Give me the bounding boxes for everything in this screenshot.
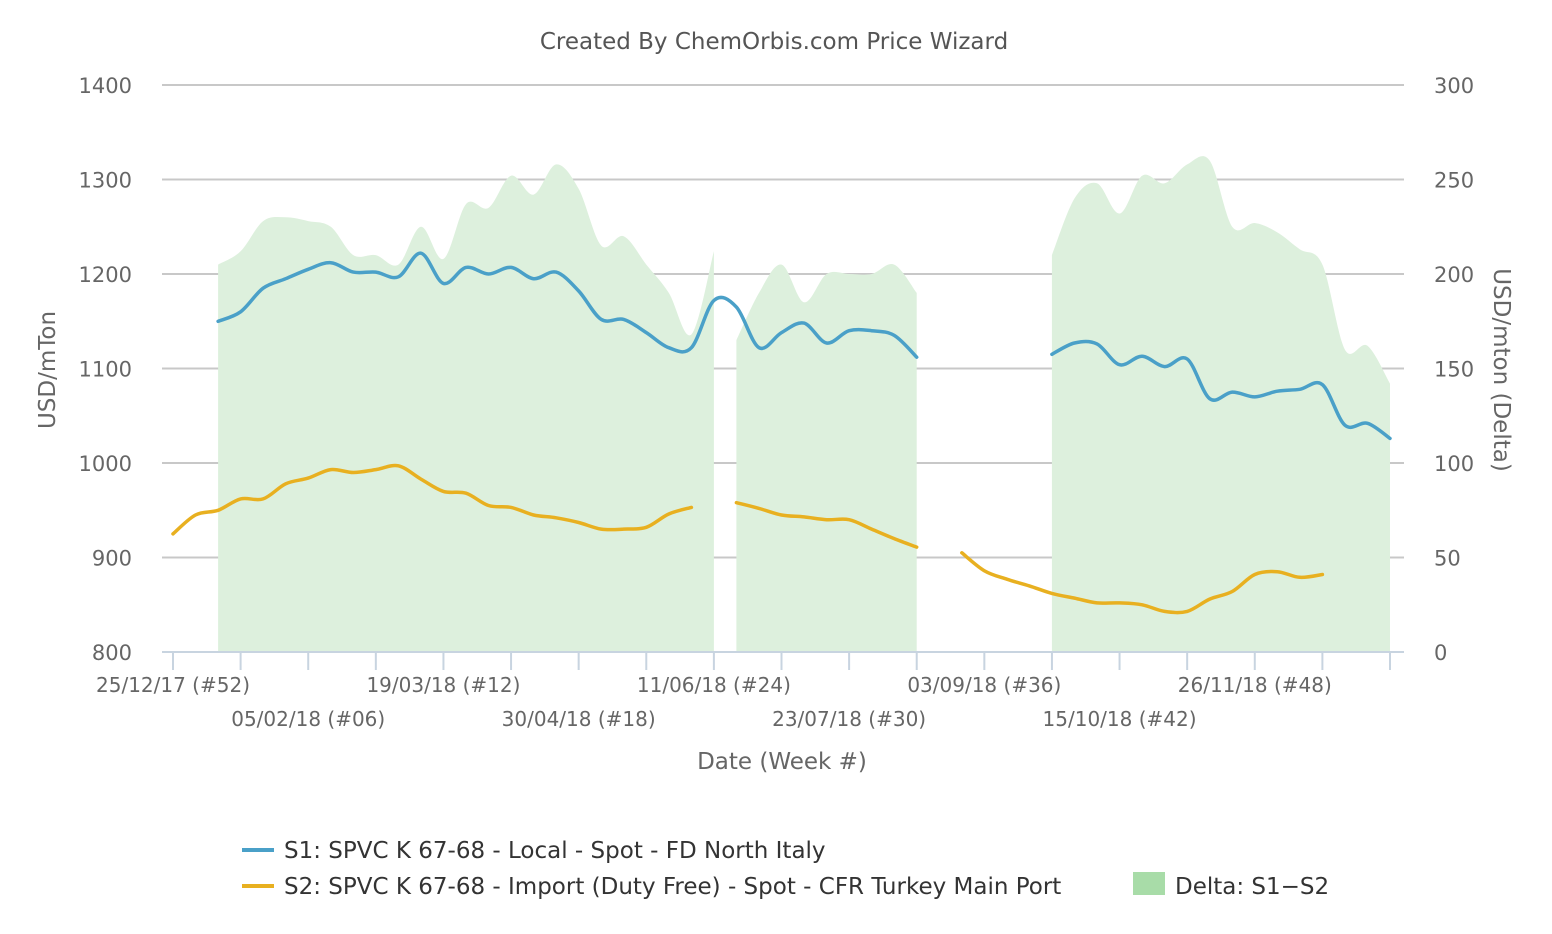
y-tick-right: 100 (1434, 452, 1474, 476)
legend-label-delta: Delta: S1−S2 (1175, 874, 1329, 900)
x-tick-label: 11/06/18 (#24) (637, 673, 791, 697)
s1-line-segment (1050, 339, 1392, 441)
legend-item-s2[interactable]: S2: SPVC K 67-68 - Import (Duty Free) - … (242, 874, 1061, 900)
x-tick-label: 30/04/18 (#18) (502, 707, 656, 731)
s2-line-segment (960, 551, 1325, 615)
y-tick-left: 900 (92, 547, 132, 571)
legend-label-s1: S1: SPVC K 67-68 - Local - Spot - FD Nor… (284, 838, 826, 864)
y-tick-right: 300 (1434, 74, 1474, 98)
x-axis (162, 651, 1404, 670)
s2-line-segment (734, 500, 919, 549)
legend-item-s1[interactable]: S1: SPVC K 67-68 - Local - Spot - FD Nor… (242, 838, 826, 864)
x-axis-title: Date (Week #) (697, 749, 867, 775)
y-tick-right: 200 (1434, 263, 1474, 287)
y-axis-right: 300 250 200 150 100 50 0 (1434, 74, 1474, 665)
y-axis-left: 1400 1300 1200 1100 1000 900 800 (79, 74, 132, 665)
y-tick-right: 0 (1434, 641, 1447, 665)
legend-swatch-delta (1133, 872, 1165, 895)
y-axis-right-title: USD/mton (Delta) (1488, 268, 1514, 472)
y-tick-left: 1300 (79, 169, 132, 193)
legend: S1: SPVC K 67-68 - Local - Spot - FD Nor… (242, 838, 1329, 900)
s1-line-segment (216, 251, 919, 359)
legend-item-delta[interactable]: Delta: S1−S2 (1133, 872, 1329, 900)
y-tick-right: 250 (1434, 169, 1474, 193)
y-tick-left: 800 (92, 641, 132, 665)
x-tick-labels: 25/12/17 (#52) 19/03/18 (#12) 11/06/18 (#2… (96, 673, 1332, 731)
x-tick-label: 26/11/18 (#48) (1178, 673, 1332, 697)
y-tick-left: 1100 (79, 358, 132, 382)
y-tick-left: 1000 (79, 452, 132, 476)
x-tick-label: 03/09/18 (#36) (907, 673, 1061, 697)
series-lines (171, 251, 1392, 615)
delta-area-segment (218, 164, 714, 653)
legend-label-s2: S2: SPVC K 67-68 - Import (Duty Free) - … (284, 874, 1061, 900)
s2-line-segment (171, 463, 694, 536)
y-tick-left: 1400 (79, 74, 132, 98)
delta-area (218, 156, 1390, 653)
x-tick-label: 25/12/17 (#52) (96, 673, 250, 697)
delta-area-segment (736, 264, 917, 652)
y-tick-right: 150 (1434, 358, 1474, 382)
x-tick-label: 19/03/18 (#12) (366, 673, 520, 697)
y-tick-right: 50 (1434, 547, 1461, 571)
y-axis-left-title: USD/mTon (35, 311, 61, 429)
y-tick-left: 1200 (79, 263, 132, 287)
x-tick-label: 15/10/18 (#42) (1043, 707, 1197, 731)
x-tick-label: 23/07/18 (#30) (772, 707, 926, 731)
x-tick-label: 05/02/18 (#06) (231, 707, 385, 731)
chart-title: Created By ChemOrbis.com Price Wizard (540, 29, 1008, 55)
delta-area-segment (1051, 156, 1390, 652)
